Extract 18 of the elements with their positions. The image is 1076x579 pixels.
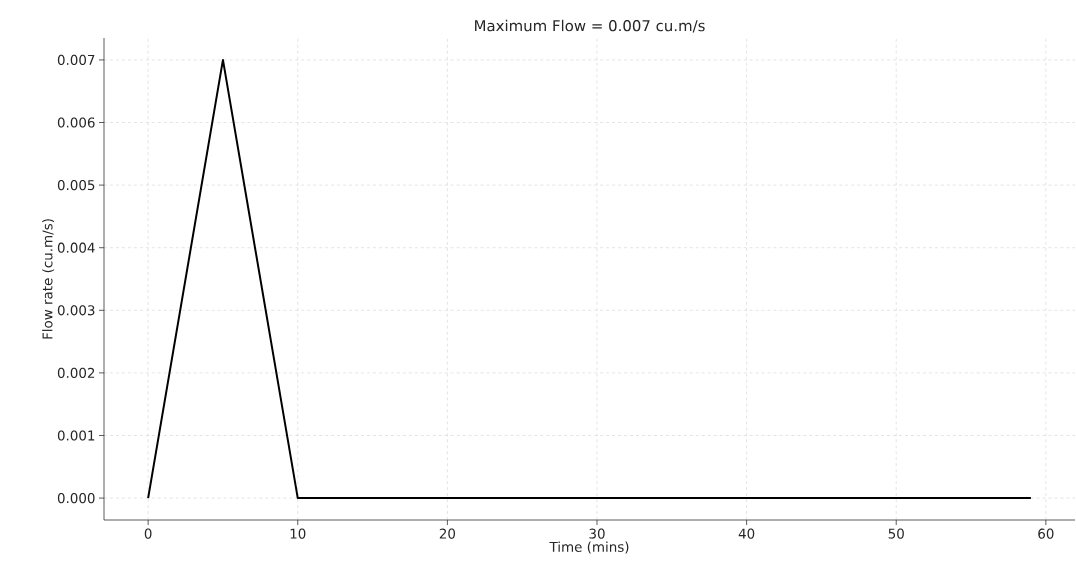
- x-tick-label: 40: [738, 528, 755, 539]
- chart-title: Maximum Flow = 0.007 cu.m/s: [475, 19, 705, 33]
- y-tick-label: 0.005: [57, 180, 95, 191]
- y-tick-label: 0.001: [57, 430, 95, 441]
- y-tick-label: 0.002: [57, 367, 95, 378]
- y-tick-label: 0.000: [57, 493, 95, 504]
- y-tick-label: 0.007: [57, 54, 95, 65]
- x-axis-title: Time (mins): [549, 541, 629, 554]
- y-tick-label: 0.004: [57, 242, 95, 253]
- y-tick-label: 0.003: [57, 305, 95, 316]
- x-tick-label: 10: [290, 528, 306, 539]
- x-tick-label: 50: [888, 528, 904, 539]
- x-tick-label: 20: [439, 528, 456, 539]
- x-tick-label: 60: [1038, 528, 1054, 539]
- x-tick-label: 0: [144, 528, 152, 539]
- y-tick-label: 0.006: [57, 117, 95, 128]
- x-tick-label: 30: [589, 528, 605, 539]
- y-axis-title: Flow rate (cu.m/s): [42, 219, 55, 339]
